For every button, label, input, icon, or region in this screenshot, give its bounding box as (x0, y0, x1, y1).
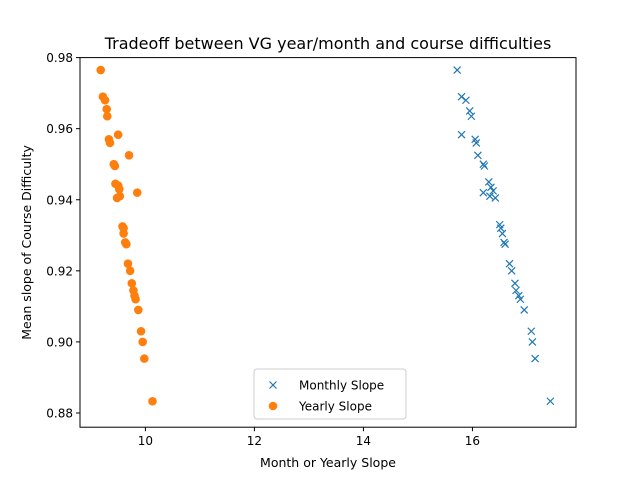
monthly-point (501, 240, 510, 249)
yearly-point (112, 193, 122, 203)
chart-title: Tradeoff between VG year/month and cours… (104, 34, 552, 53)
monthly-point (505, 259, 514, 268)
yearly-point (140, 354, 149, 363)
x-tick-label: 10 (138, 434, 153, 448)
yearly-point (124, 151, 134, 160)
series-1 (453, 66, 555, 406)
monthly-point (531, 354, 540, 363)
monthly-point (453, 66, 462, 74)
y-tick-label: 0.88 (46, 406, 73, 420)
yearly-point (134, 305, 143, 315)
yearly-point (114, 184, 124, 194)
monthly-point (461, 96, 470, 105)
y-tick-label: 0.90 (46, 335, 73, 349)
x-axis-label: Month or Yearly Slope (260, 455, 396, 470)
yearly-point (122, 239, 131, 249)
yearly-point (102, 104, 112, 114)
y-axis-label: Mean slope of Course Difficulty (19, 144, 34, 339)
monthly-point (511, 279, 519, 288)
monthly-point (472, 138, 481, 147)
monthly-point (507, 266, 516, 275)
y-tick-label: 0.94 (46, 193, 73, 207)
monthly-point (480, 162, 489, 170)
yearly-point (132, 188, 142, 197)
yearly-point (148, 396, 157, 406)
yearly-point (110, 161, 120, 171)
yearly-point (123, 259, 133, 269)
yearly-point (125, 266, 135, 276)
monthly-point (457, 130, 466, 139)
monthly-point (512, 286, 520, 295)
yearly-point (138, 337, 147, 347)
legend-marker (269, 381, 277, 389)
y-tick-label: 0.96 (46, 122, 73, 136)
yearly-point (105, 138, 115, 148)
yearly-point (113, 130, 123, 140)
monthly-point (496, 224, 505, 233)
x-axis: 10 12 14 16 (138, 427, 480, 448)
yearly-point (127, 278, 137, 288)
y-tick-label: 0.92 (46, 264, 73, 278)
yearly-point (96, 65, 106, 75)
monthly-point (485, 192, 494, 201)
monthly-point (479, 188, 488, 197)
x-tick-label: 12 (247, 434, 262, 448)
y-tick-label: 0.98 (46, 51, 73, 65)
monthly-point (484, 178, 493, 186)
y-axis: 0.88 0.90 0.92 0.94 0.96 0.98 (46, 51, 80, 420)
monthly-point (546, 397, 555, 406)
monthly-point (467, 112, 476, 121)
monthly-point (527, 327, 536, 336)
yearly-point (100, 95, 110, 105)
legend: Monthly Slope Yearly Slope (253, 368, 407, 420)
monthly-point (487, 183, 495, 192)
legend-label: Monthly Slope (299, 379, 384, 393)
legend-label: Yearly Slope (298, 400, 372, 414)
monthly-point (516, 295, 525, 304)
yearly-point (102, 111, 112, 121)
legend-box (253, 368, 407, 420)
legend-marker (268, 401, 278, 411)
series-2 (96, 65, 157, 406)
yearly-point (119, 229, 128, 238)
x-tick-label: 14 (356, 434, 371, 448)
monthly-point (491, 194, 500, 202)
monthly-point (489, 186, 498, 195)
yearly-point (136, 326, 146, 336)
monthly-point (520, 305, 529, 314)
plot-marks (96, 65, 555, 406)
monthly-point (465, 106, 474, 115)
x-tick-label: 16 (465, 434, 480, 448)
monthly-point (498, 229, 507, 238)
plot-frame (79, 57, 577, 428)
monthly-point (528, 337, 537, 346)
yearly-point (131, 294, 140, 304)
monthly-point (473, 151, 482, 160)
